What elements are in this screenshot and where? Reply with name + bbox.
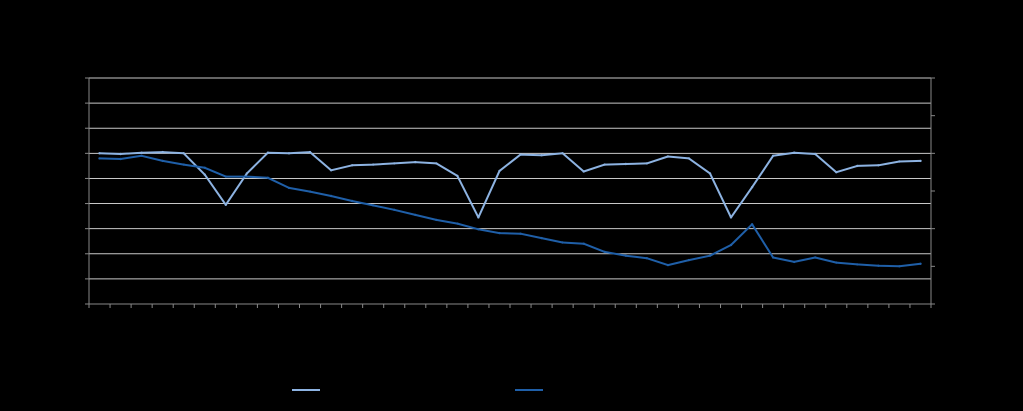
data-point-series-2: [877, 264, 880, 267]
data-point-series-1: [624, 162, 627, 166]
legend-item-series-2: [515, 380, 549, 400]
data-point-series-2: [624, 254, 627, 257]
data-point-series-1: [835, 171, 838, 174]
legend-swatch-series-2: [515, 389, 543, 391]
data-point-series-1: [245, 172, 249, 175]
data-point-series-1: [582, 170, 585, 173]
data-point-series-2: [687, 258, 691, 262]
data-point-series-1: [729, 216, 733, 219]
data-point-series-2: [287, 186, 291, 190]
data-point-series-2: [98, 157, 101, 160]
data-point-series-2: [582, 242, 585, 245]
data-point-series-1: [519, 153, 522, 156]
data-point-series-1: [414, 160, 417, 164]
data-point-series-2: [750, 223, 754, 226]
data-point-series-2: [498, 231, 501, 235]
data-point-series-1: [98, 152, 101, 155]
data-point-series-2: [477, 228, 480, 231]
data-point-series-1: [561, 152, 564, 155]
series-line-1: [98, 151, 922, 219]
data-point-series-1: [350, 164, 354, 167]
data-point-series-1: [919, 159, 922, 163]
data-point-series-1: [771, 154, 775, 157]
data-point-series-1: [435, 162, 438, 165]
data-point-series-1: [856, 164, 859, 168]
data-point-series-1: [687, 157, 691, 160]
data-point-series-1: [877, 164, 880, 167]
data-point-series-2: [329, 194, 333, 198]
data-point-series-1: [793, 151, 796, 154]
data-point-series-2: [898, 265, 901, 268]
data-point-series-2: [540, 236, 543, 240]
data-point-series-1: [161, 150, 164, 154]
data-point-series-2: [435, 218, 438, 222]
data-point-series-1: [456, 174, 459, 178]
data-point-series-2: [245, 175, 249, 178]
data-point-series-2: [814, 256, 817, 259]
data-point-series-2: [729, 243, 733, 247]
data-point-series-1: [750, 186, 754, 189]
data-point-series-1: [287, 152, 291, 155]
data-point-series-1: [645, 162, 648, 165]
data-point-series-1: [708, 172, 712, 175]
data-point-series-1: [182, 152, 185, 155]
data-point-series-1: [140, 151, 143, 154]
data-point-series-1: [898, 160, 901, 163]
data-point-series-2: [182, 163, 185, 166]
data-point-series-2: [203, 166, 206, 169]
data-point-series-2: [645, 257, 648, 260]
data-point-series-1: [666, 155, 670, 158]
data-point-series-2: [793, 260, 796, 264]
data-point-series-1: [372, 163, 375, 166]
data-point-series-2: [771, 256, 775, 259]
data-point-series-1: [540, 154, 543, 157]
data-point-series-1: [814, 152, 817, 156]
axis-ticks: [85, 77, 935, 308]
series-layer: [98, 150, 922, 268]
data-point-series-2: [308, 190, 312, 193]
data-point-series-2: [414, 213, 417, 217]
data-point-series-2: [161, 159, 164, 163]
data-point-series-1: [477, 216, 480, 219]
legend-swatch-series-1: [292, 389, 320, 391]
data-point-series-2: [350, 199, 354, 203]
data-point-series-1: [329, 169, 333, 172]
legend-item-series-1: [292, 380, 326, 400]
data-point-series-2: [224, 175, 227, 178]
gridlines: [89, 77, 931, 305]
data-point-series-1: [224, 203, 227, 206]
data-point-series-1: [393, 162, 396, 165]
data-point-series-1: [119, 152, 122, 156]
data-point-series-2: [140, 154, 143, 157]
data-point-series-1: [308, 150, 312, 154]
data-point-series-2: [119, 157, 122, 161]
data-point-series-1: [203, 173, 206, 176]
data-point-series-2: [519, 232, 522, 235]
data-point-series-1: [266, 151, 270, 154]
series-line-2: [98, 154, 922, 268]
data-point-series-2: [456, 222, 459, 225]
data-point-series-2: [919, 262, 922, 265]
data-point-series-1: [498, 169, 501, 173]
data-point-series-2: [835, 261, 838, 264]
data-point-series-2: [666, 263, 670, 267]
data-point-series-2: [708, 254, 712, 257]
data-point-series-2: [266, 176, 270, 179]
data-point-series-1: [603, 163, 606, 166]
data-point-series-2: [603, 250, 606, 254]
data-point-series-2: [372, 204, 375, 207]
data-point-series-2: [393, 208, 396, 211]
data-point-series-2: [856, 263, 859, 266]
data-point-series-2: [561, 241, 564, 244]
